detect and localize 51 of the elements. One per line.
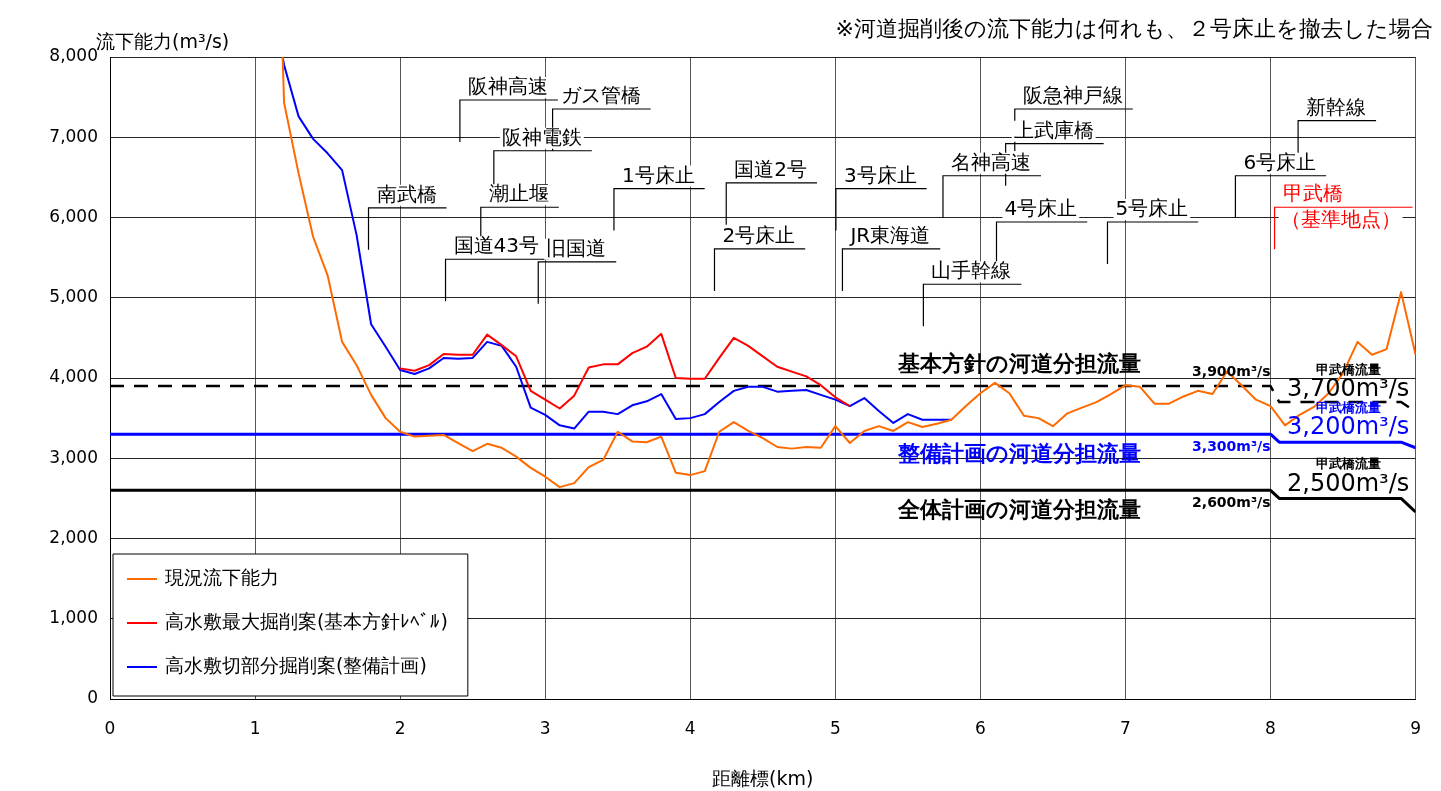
annotation: 国道2号	[734, 157, 807, 182]
annotation: 4号床止	[1004, 196, 1078, 221]
annotation: 1号床止	[621, 162, 695, 187]
annotation: 名神高速	[950, 149, 1031, 174]
annotation: 5号床止	[1115, 196, 1189, 221]
annotation: 阪急神戸線	[1022, 83, 1123, 108]
data-label: 甲武橋流量 3,200m³/s	[1287, 400, 1410, 441]
data-label: 3,300m³/s	[1192, 437, 1271, 454]
y-axis-title: 流下能力(m³/s)	[96, 30, 230, 53]
y-tick-label: 8,000	[49, 45, 98, 66]
y-tick-label: 7,000	[49, 125, 98, 146]
annotation: 山手幹線	[931, 258, 1012, 283]
x-tick-label: 1	[249, 717, 261, 738]
x-tick-label: 9	[1410, 717, 1422, 738]
x-tick-label: 6	[974, 717, 986, 738]
data-label: 2,600m³/s	[1192, 493, 1271, 510]
annotation: 潮止堰	[488, 181, 549, 206]
y-tick-label: 4,000	[49, 366, 98, 387]
data-label: 3,900m³/s	[1192, 362, 1271, 379]
x-tick-label: 7	[1120, 717, 1131, 738]
y-tick-label: 2,000	[49, 526, 98, 547]
annotation: JR東海道	[848, 223, 931, 248]
y-tick-label: 0	[87, 687, 98, 708]
annotation: 旧国道	[546, 236, 607, 260]
y-tick-label: 1,000	[49, 607, 98, 628]
annotation: 新幹線	[1306, 94, 1367, 119]
x-tick-label: 4	[684, 717, 696, 738]
legend-label: 高水敷切部分掘削案(整備計画)	[165, 653, 427, 676]
annotation: 阪神高速	[467, 74, 548, 99]
y-tick-label: 6,000	[49, 205, 98, 226]
annotation: 6号床止	[1243, 149, 1317, 174]
annotation: 国道43号	[453, 233, 539, 258]
x-tick-label: 8	[1265, 717, 1276, 738]
y-tick-label: 5,000	[49, 286, 98, 307]
legend-label: 高水敷最大掘削案(基本方針ﾚﾍﾞﾙ)	[165, 609, 448, 632]
y-tick-label: 3,000	[49, 446, 98, 467]
legend-label: 現況流下能力	[165, 565, 279, 588]
x-axis-title: 距離標(km)	[712, 766, 814, 789]
x-tick-label: 0	[104, 717, 116, 738]
text: ※河道掘削後の流下能力は何れも、２号床止を撤去した場合	[835, 15, 1433, 41]
x-tick-label: 3	[539, 717, 551, 738]
x-tick-label: 2	[394, 717, 406, 738]
annotation: 阪神電鉄	[501, 124, 582, 149]
annotation: 南武橋	[376, 182, 437, 207]
annotation: 甲武橋（基準地点）	[1280, 181, 1401, 232]
x-tick-label: 5	[829, 717, 841, 738]
annotation: ガス管橋	[560, 83, 641, 108]
annotation: 3号床止	[843, 162, 917, 187]
annotation: 2号床止	[722, 223, 796, 248]
annotation: 上武庫橋	[1013, 117, 1094, 142]
data-label: 甲武橋流量 2,500m³/s	[1287, 456, 1410, 497]
